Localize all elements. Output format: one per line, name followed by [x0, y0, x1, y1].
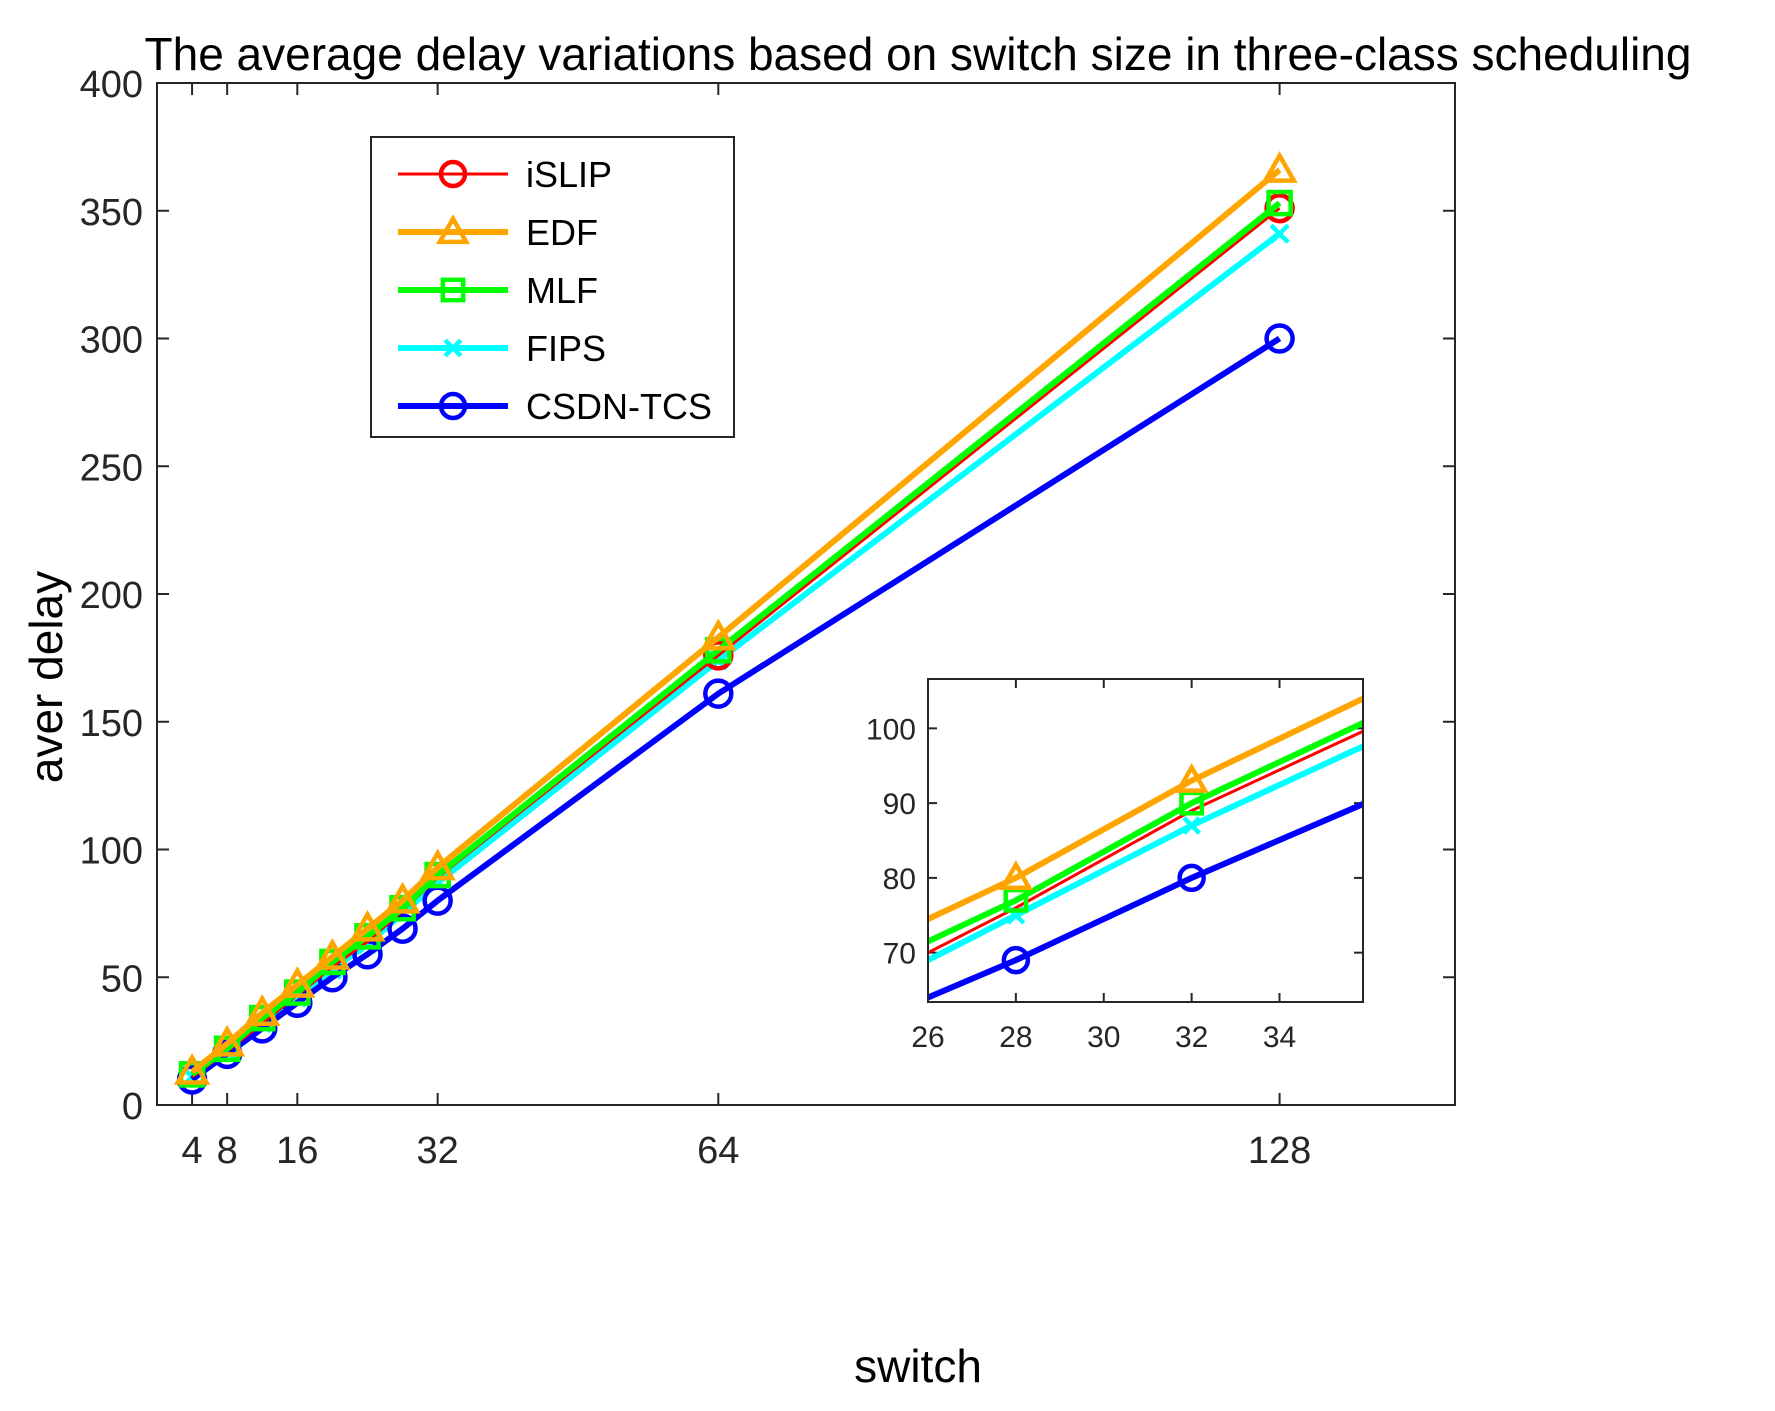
- inset-x-tick-label: 26: [911, 1021, 944, 1054]
- y-tick-label: 350: [80, 192, 143, 234]
- y-tick-label: 400: [80, 64, 143, 106]
- inset-data-point: [1182, 816, 1202, 835]
- y-tick-label: 50: [101, 958, 143, 1000]
- legend: iSLIP EDF MLF FIPS CSDN-TCS: [370, 136, 735, 438]
- data-point: [384, 881, 421, 914]
- inset-x-tick-label: 32: [1175, 1021, 1208, 1054]
- legend-marker: [438, 391, 468, 421]
- data-point: [1269, 223, 1290, 244]
- inset-x-tick-label: 28: [999, 1021, 1032, 1054]
- data-point: [314, 937, 351, 970]
- inset-data-point: [998, 860, 1033, 891]
- inset-y-tick-label: 100: [866, 713, 916, 746]
- inset-frame: [927, 678, 1364, 1003]
- data-point: [1264, 323, 1295, 354]
- data-point: [703, 678, 734, 709]
- legend-marker: [443, 338, 463, 358]
- legend-item-edf: EDF: [398, 212, 598, 253]
- legend-label: CSDN-TCS: [526, 386, 712, 427]
- inset-data-point: [1179, 790, 1205, 816]
- legend-label: FIPS: [526, 328, 606, 369]
- legend-item-csdn-tcs: CSDN-TCS: [398, 386, 712, 427]
- y-tick-label: 200: [80, 575, 143, 617]
- y-tick-label: 250: [80, 447, 143, 489]
- data-point: [173, 1052, 211, 1085]
- inset-data-point: [1177, 863, 1206, 893]
- legend-item-fips: FIPS: [398, 328, 606, 369]
- x-tick-label: 16: [276, 1130, 318, 1172]
- series-line: [190, 335, 1282, 1082]
- inset-data-point: [1003, 887, 1029, 913]
- legend-label: iSLIP: [526, 154, 612, 195]
- y-tick-label: 150: [80, 703, 143, 745]
- inset-series-edf: [928, 695, 1363, 923]
- main-plot-area: 0 50 100 150 200 250 300 350 400 4 8 16 32 64 128: [80, 64, 1456, 1172]
- data-point: [419, 848, 456, 881]
- data-point: [700, 618, 737, 651]
- x-tick-label: 8: [217, 1130, 238, 1172]
- y-tick-label: 0: [122, 1086, 143, 1128]
- inset-y-tick-label: 70: [883, 938, 916, 971]
- inset-data-point: [1174, 762, 1209, 793]
- data-point: [387, 913, 418, 944]
- x-tick-label: 128: [1248, 1130, 1311, 1172]
- legend-item-islip: iSLIP: [398, 154, 612, 195]
- data-point: [349, 909, 386, 942]
- chart-title: The average delay variations based on sw…: [145, 28, 1692, 80]
- inset-x-tick-label: 34: [1263, 1021, 1296, 1054]
- x-axis-label: switch: [854, 1340, 982, 1392]
- series-line: [190, 167, 1282, 1075]
- y-tick-label: 100: [80, 831, 143, 873]
- inset-x-tick-label: 30: [1087, 1021, 1120, 1054]
- x-tick-label: 4: [182, 1130, 203, 1172]
- inset-y-tick-label: 80: [883, 863, 916, 896]
- x-tick-label: 32: [417, 1130, 459, 1172]
- data-point: [208, 1024, 246, 1057]
- series-edf: [173, 151, 1298, 1085]
- legend-marker: [435, 214, 471, 245]
- y-tick-label: 300: [80, 320, 143, 362]
- data-point: [244, 994, 281, 1026]
- y-axis-label: aver delay: [20, 571, 72, 783]
- legend-item-mlf: MLF: [398, 270, 598, 311]
- legend-marker: [438, 159, 468, 189]
- x-tick-label: 64: [697, 1130, 739, 1172]
- legend-label: EDF: [526, 212, 598, 253]
- legend-marker: [440, 277, 466, 303]
- data-point: [279, 966, 316, 998]
- series-line: [190, 200, 1282, 1077]
- inset-y-tick-label: 90: [883, 788, 916, 821]
- plot-frame: [156, 82, 1456, 1106]
- inset-data-point: [1001, 945, 1031, 975]
- legend-label: MLF: [526, 270, 598, 311]
- data-point: [1261, 151, 1298, 183]
- data-point: [1266, 189, 1293, 217]
